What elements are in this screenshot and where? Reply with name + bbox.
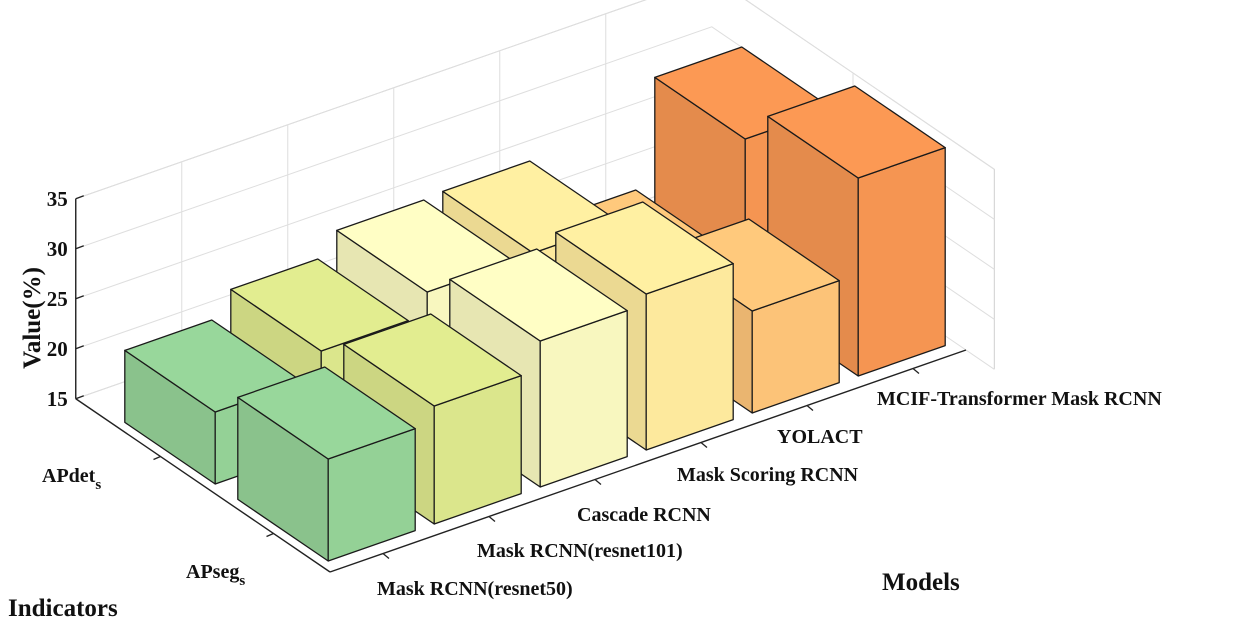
bar-top-face xyxy=(555,201,734,295)
model-label: Mask RCNN(resnet50) xyxy=(377,578,573,600)
z-tick xyxy=(75,295,84,300)
model-label: Cascade RCNN xyxy=(577,504,711,526)
z-tick xyxy=(75,395,84,400)
x-axis-line xyxy=(329,349,967,573)
z-tick xyxy=(75,345,84,350)
model-label: YOLACT xyxy=(777,426,863,448)
z-tick-label: 15 xyxy=(47,387,68,411)
indicator-label: APsegs xyxy=(186,561,245,589)
x-tick xyxy=(488,516,496,522)
z-tick-label: 35 xyxy=(47,187,68,211)
bar-top-face xyxy=(343,313,522,407)
y-axis-line xyxy=(75,398,331,573)
indicator-subscript: s xyxy=(239,573,245,589)
model-label: Mask RCNN(resnet101) xyxy=(477,540,683,562)
bar-front-face xyxy=(857,146,946,377)
x-tick xyxy=(806,405,814,411)
bar-front-face xyxy=(645,262,734,451)
bar-top-face xyxy=(237,366,416,460)
indicator-base: APdet xyxy=(42,465,96,487)
x-tick xyxy=(594,479,602,485)
z-tick xyxy=(75,195,84,200)
floor-layer xyxy=(75,349,967,573)
z-tick-label: 20 xyxy=(47,337,68,361)
indicator-base: APseg xyxy=(186,561,239,583)
y-tick xyxy=(153,455,161,461)
x-tick xyxy=(382,553,390,559)
bar-top-face xyxy=(449,248,628,342)
y-tick xyxy=(266,532,274,538)
bar-APdet_s-1 xyxy=(237,366,416,562)
z-tick-label: 25 xyxy=(47,287,68,311)
x-tick xyxy=(912,368,920,374)
indicator-subscript: s xyxy=(95,477,101,493)
bar-top-face xyxy=(230,258,409,352)
bar-layer xyxy=(124,46,946,562)
z-tick-label: 30 xyxy=(47,237,68,261)
label-layer: 15 20 25 30 35 Mask RCNN(resnet50) Mask RCNN(r… xyxy=(8,187,1162,622)
x-tick xyxy=(700,442,708,448)
model-label: Mask Scoring RCNN xyxy=(677,464,859,486)
indicator-label: APdets xyxy=(42,465,101,493)
bar-top-face xyxy=(767,85,946,179)
x-axis-title: Models xyxy=(882,569,960,596)
z-axis-title: Value(%) xyxy=(19,267,46,369)
z-tick xyxy=(75,245,84,250)
model-label: MCIF-Transformer Mask RCNN xyxy=(877,388,1162,410)
y-axis-title: Indicators xyxy=(8,595,118,622)
